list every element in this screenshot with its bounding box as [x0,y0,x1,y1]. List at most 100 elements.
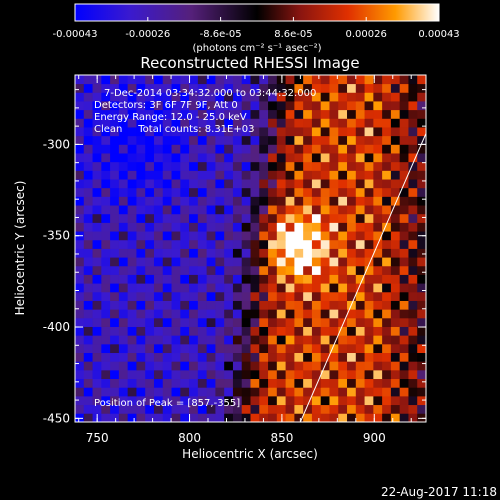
heatmap-cell [197,326,208,336]
heatmap-cell [408,283,418,293]
heatmap-cell [180,196,190,206]
heatmap-cell [294,248,304,258]
heatmap-cell [171,352,181,362]
heatmap-cell [408,179,418,189]
heatmap-cell [268,291,278,301]
info-time-range: 7-Dec-2014 03:34:32.000 to 03:44:32.000 [104,88,316,99]
heatmap-cell [329,239,339,249]
heatmap-cell [232,205,243,215]
heatmap-cell [153,187,164,197]
heatmap-cell [276,265,286,275]
heatmap-cell [127,135,137,145]
heatmap-cell [118,153,129,163]
heatmap-cell [417,283,426,293]
heatmap-cell [373,283,383,293]
heatmap-cell [153,378,164,388]
heatmap-cell [320,404,330,414]
heatmap-cell [75,144,85,154]
heatmap-cell [276,361,286,371]
heatmap-cell [390,161,401,171]
heatmap-cell [92,222,102,232]
heatmap-cell [250,387,260,397]
heatmap-cell [189,179,199,189]
heatmap-cell [259,283,269,293]
heatmap-cell [399,222,409,232]
heatmap-cell [180,109,190,119]
heatmap-cell [101,291,111,301]
heatmap-cell [268,343,278,354]
info-energy-range: Energy Range: 12.0 - 25.0 keV [94,112,247,123]
heatmap-cell [390,187,401,197]
heatmap-cell [250,144,260,154]
heatmap-cell [364,283,374,293]
heatmap-cell [417,335,426,345]
heatmap-cell [136,239,146,249]
heatmap-cell [171,343,181,354]
heatmap-cell [373,317,383,327]
heatmap-cell [408,343,418,354]
heatmap-cell [329,231,339,241]
heatmap-cell [232,352,243,362]
heatmap-cell [399,109,409,119]
heatmap-cell [197,127,208,137]
heatmap-cell [329,187,339,197]
heatmap-cell [320,395,330,406]
heatmap-cell [171,283,181,293]
heatmap-cell [259,369,269,380]
heatmap-cell [338,153,348,163]
heatmap-cell [382,179,392,189]
heatmap-cell [320,274,330,284]
heatmap-cell [276,179,286,189]
heatmap-cell [268,127,278,137]
heatmap-cell [276,153,286,163]
heatmap-cell [276,170,286,180]
heatmap-cell [241,101,251,111]
heatmap-cell [92,239,102,249]
heatmap-cell [224,239,234,249]
heatmap-cell [241,179,251,189]
heatmap-cell [83,317,93,327]
heatmap-cell [364,213,374,223]
heatmap-cell [399,213,409,223]
heatmap-cell [197,291,208,301]
heatmap-cell [390,309,401,319]
heatmap-cell [83,239,93,249]
heatmap-cell [320,387,330,397]
heatmap-cell [224,352,234,362]
heatmap-cell [382,213,392,223]
heatmap-cell [311,369,322,380]
heatmap-cell [110,361,120,371]
colorbar-tick-label: 8.6e-05 [274,29,312,40]
heatmap-cell [311,153,322,163]
heatmap-cell [259,170,269,180]
heatmap-cell [189,187,199,197]
heatmap-cell [276,317,286,327]
heatmap-cell [83,92,93,102]
heatmap-cell [382,127,392,137]
heatmap-cell [259,309,269,319]
heatmap-cell [162,335,172,345]
heatmap-cell [399,239,409,249]
heatmap-cell [232,75,243,85]
heatmap-cell [136,231,146,241]
heatmap-cell [303,187,313,197]
heatmap-cell [75,395,85,406]
heatmap-cell [399,170,409,180]
heatmap-cell [382,205,392,215]
heatmap-cell [83,83,93,93]
heatmap-cell [180,213,190,223]
heatmap-cell [303,101,313,111]
heatmap-cell [206,309,216,319]
heatmap-cell [118,369,129,380]
heatmap-cell [215,239,225,249]
heatmap-cell [92,127,102,137]
heatmap-cell [294,378,304,388]
heatmap-cell [320,265,330,275]
heatmap-cell [329,92,339,102]
heatmap-cell [259,378,269,388]
heatmap-cell [364,170,374,180]
heatmap-cell [364,257,374,267]
heatmap-cell [101,395,111,406]
heatmap-cell [250,395,260,406]
heatmap-cell [268,135,278,145]
